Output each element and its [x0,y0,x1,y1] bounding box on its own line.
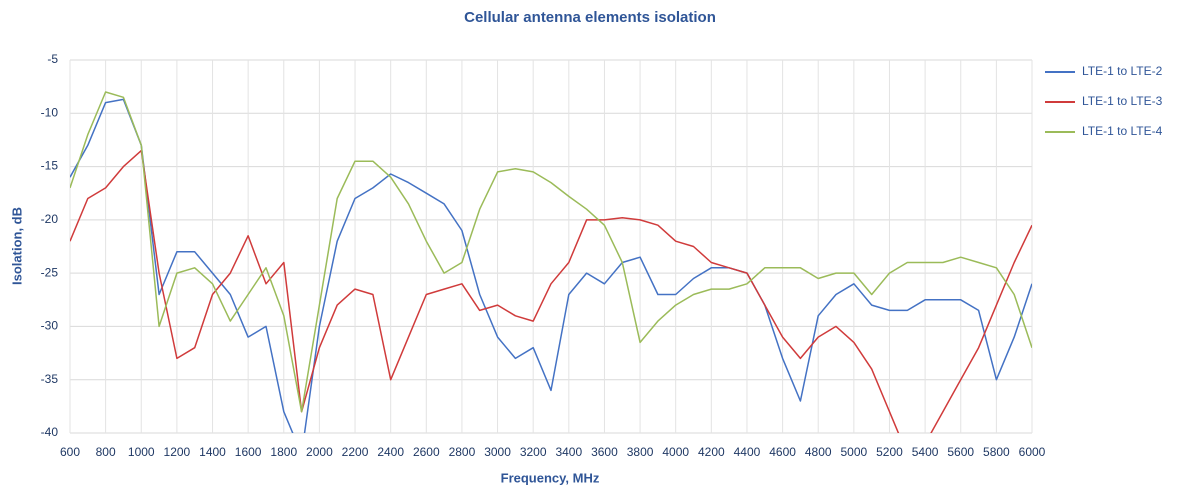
legend-label: LTE-1 to LTE-4 [1082,124,1163,138]
y-tick-label: -15 [41,159,59,173]
x-tick-label: 3800 [627,445,654,459]
x-tick-label: 2800 [449,445,476,459]
y-tick-label: -5 [47,52,58,66]
x-tick-label: 5600 [947,445,974,459]
y-tick-label: -30 [41,319,59,333]
x-tick-label: 5800 [983,445,1010,459]
series-line [70,149,1032,433]
x-tick-label: 3000 [484,445,511,459]
x-tick-label: 3200 [520,445,547,459]
x-tick-label: 5000 [841,445,868,459]
y-tick-label: -35 [41,372,59,386]
x-tick-label: 4000 [662,445,689,459]
legend-label: LTE-1 to LTE-3 [1082,94,1163,108]
x-tick-label: 2400 [377,445,404,459]
x-tick-label: 4800 [805,445,832,459]
x-tick-label: 2200 [342,445,369,459]
series-line [70,91,1032,413]
y-tick-label: -20 [41,212,59,226]
x-tick-label: 5400 [912,445,939,459]
y-axis-label: Isolation, dB [9,207,24,285]
x-tick-label: 1800 [270,445,297,459]
x-tick-label: 1600 [235,445,262,459]
y-tick-label: -40 [41,425,59,439]
y-tick-label: -10 [41,105,59,119]
x-tick-label: 800 [96,445,116,459]
x-tick-label: 4600 [769,445,796,459]
grid [69,59,1033,434]
x-tick-label: 2600 [413,445,440,459]
plot [70,91,1032,433]
x-tick-label: 3400 [555,445,582,459]
x-tick-label: 600 [60,445,80,459]
x-tick-label: 4200 [698,445,725,459]
x-tick-label: 1200 [164,445,191,459]
x-tick-label: 1400 [199,445,226,459]
chart-title: Cellular antenna elements isolation [464,9,716,26]
x-tick-label: 6000 [1019,445,1046,459]
x-tick-label: 4400 [734,445,761,459]
y-tick-label: -25 [41,265,59,279]
x-tick-label: 1000 [128,445,155,459]
series-line [70,98,1032,433]
x-tick-label: 2000 [306,445,333,459]
legend-label: LTE-1 to LTE-2 [1082,64,1163,78]
x-tick-label: 5200 [876,445,903,459]
x-tick-label: 3600 [591,445,618,459]
x-axis-label: Frequency, MHz [501,470,600,485]
